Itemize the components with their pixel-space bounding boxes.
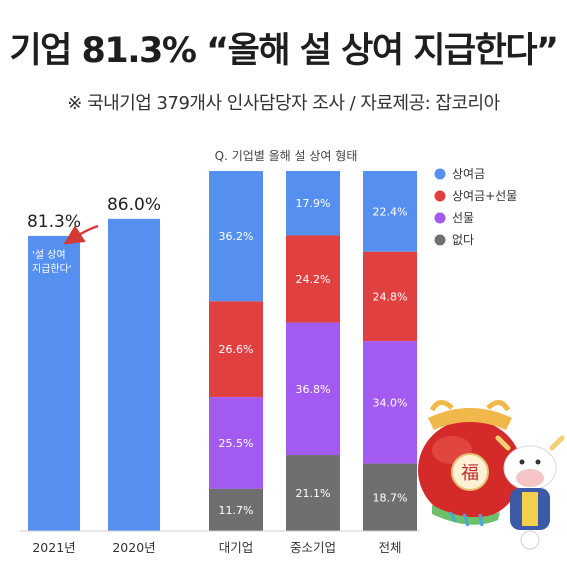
bar-annotation-line: 지급한다' — [32, 263, 72, 275]
right-stacked-bar-chart: Q. 기업별 올해 설 상여 형태 36.2% 26.6% 25.5% 11.7% 대기업… — [209, 149, 517, 555]
bar-annotation-line: '설 상여 — [32, 249, 66, 261]
legend-swatch — [434, 190, 446, 202]
segment-value-label: 22.4% — [373, 205, 408, 218]
x-tick-label: 전체 — [378, 540, 401, 555]
stack-segment — [286, 171, 340, 236]
segment-value-label: 24.2% — [296, 273, 331, 286]
bar-value-label: 86.0% — [107, 195, 161, 215]
legend-label: 없다 — [452, 233, 474, 247]
page-subtitle: ※ 국내기업 379개사 인사담당자 조사 / 자료제공: 잡코리아 — [67, 93, 500, 114]
x-tick-label: 2021년 — [32, 540, 75, 555]
x-tick-label: 대기업 — [219, 540, 254, 555]
stack-chart-title: Q. 기업별 올해 설 상여 형태 — [215, 149, 358, 163]
stack-segment — [209, 397, 263, 489]
legend-swatch — [434, 234, 446, 246]
stack-segment — [363, 171, 417, 252]
legend-label: 선물 — [452, 211, 474, 225]
lucky-bag-cow-mascot-icon: 福 — [418, 400, 565, 550]
x-tick-label: 중소기업 — [290, 540, 336, 555]
segment-value-label: 26.6% — [219, 343, 254, 356]
legend-label: 상여금 — [452, 167, 485, 181]
stack-segment — [363, 251, 417, 342]
stack-segment — [209, 301, 263, 398]
bar-0 — [28, 235, 80, 532]
stack-segment — [209, 488, 263, 531]
stack-segment — [286, 455, 340, 531]
segment-value-label: 34.0% — [373, 396, 408, 409]
bar-value-label: 81.3% — [27, 212, 81, 232]
segment-value-label: 11.7% — [219, 504, 254, 517]
trend-arrow-icon — [63, 224, 99, 245]
stack-segment — [209, 171, 263, 302]
legend-swatch — [434, 168, 446, 180]
segment-value-label: 24.8% — [373, 290, 408, 303]
segment-value-label: 18.7% — [373, 491, 408, 504]
segment-value-label: 25.5% — [219, 437, 254, 450]
stack-segment — [286, 235, 340, 323]
stack-segment — [363, 463, 417, 531]
x-tick-label: 2020년 — [112, 540, 155, 555]
stack-segment — [286, 322, 340, 456]
bar-1 — [108, 218, 160, 531]
legend-label: 상여금+선물 — [452, 189, 517, 203]
segment-value-label: 17.9% — [296, 197, 331, 210]
segment-value-label: 36.2% — [219, 230, 254, 243]
segment-value-label: 36.8% — [296, 383, 331, 396]
legend-swatch — [434, 212, 446, 224]
stack-segment — [363, 341, 417, 464]
page-title: 기업 81.3% “올해 설 상여 지급한다” — [9, 31, 559, 71]
bag-character: 福 — [461, 463, 479, 484]
segment-value-label: 21.1% — [296, 487, 331, 500]
